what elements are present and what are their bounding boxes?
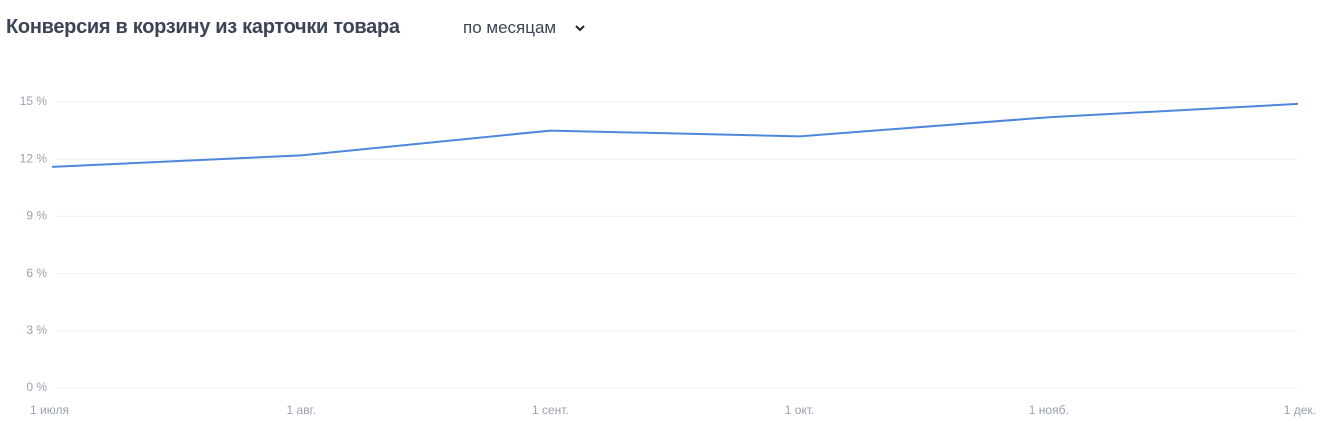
x-tick-label: 1 сент. (532, 403, 569, 417)
y-tick-label: 3 % (26, 323, 47, 337)
y-tick-label: 0 % (26, 380, 47, 394)
period-dropdown[interactable]: по месяцам (463, 18, 586, 38)
data-line (51, 102, 1299, 168)
x-tick-label: 1 июля (30, 403, 69, 417)
chart-title: Конверсия в корзину из карточки товара (6, 16, 400, 38)
chevron-icon[interactable] (574, 24, 586, 32)
y-tick-label: 15 % (20, 94, 48, 108)
y-tick-label: 12 % (20, 151, 48, 165)
x-tick-label: 1 нояб. (1029, 403, 1069, 417)
x-tick-label: 1 окт. (785, 403, 815, 417)
x-tick-label: 1 дек. (1284, 403, 1316, 417)
y-tick-label: 6 % (26, 266, 47, 280)
x-tick-label: 1 авг. (287, 403, 316, 417)
period-label[interactable]: по месяцам (463, 18, 557, 37)
y-tick-label: 9 % (26, 209, 47, 223)
